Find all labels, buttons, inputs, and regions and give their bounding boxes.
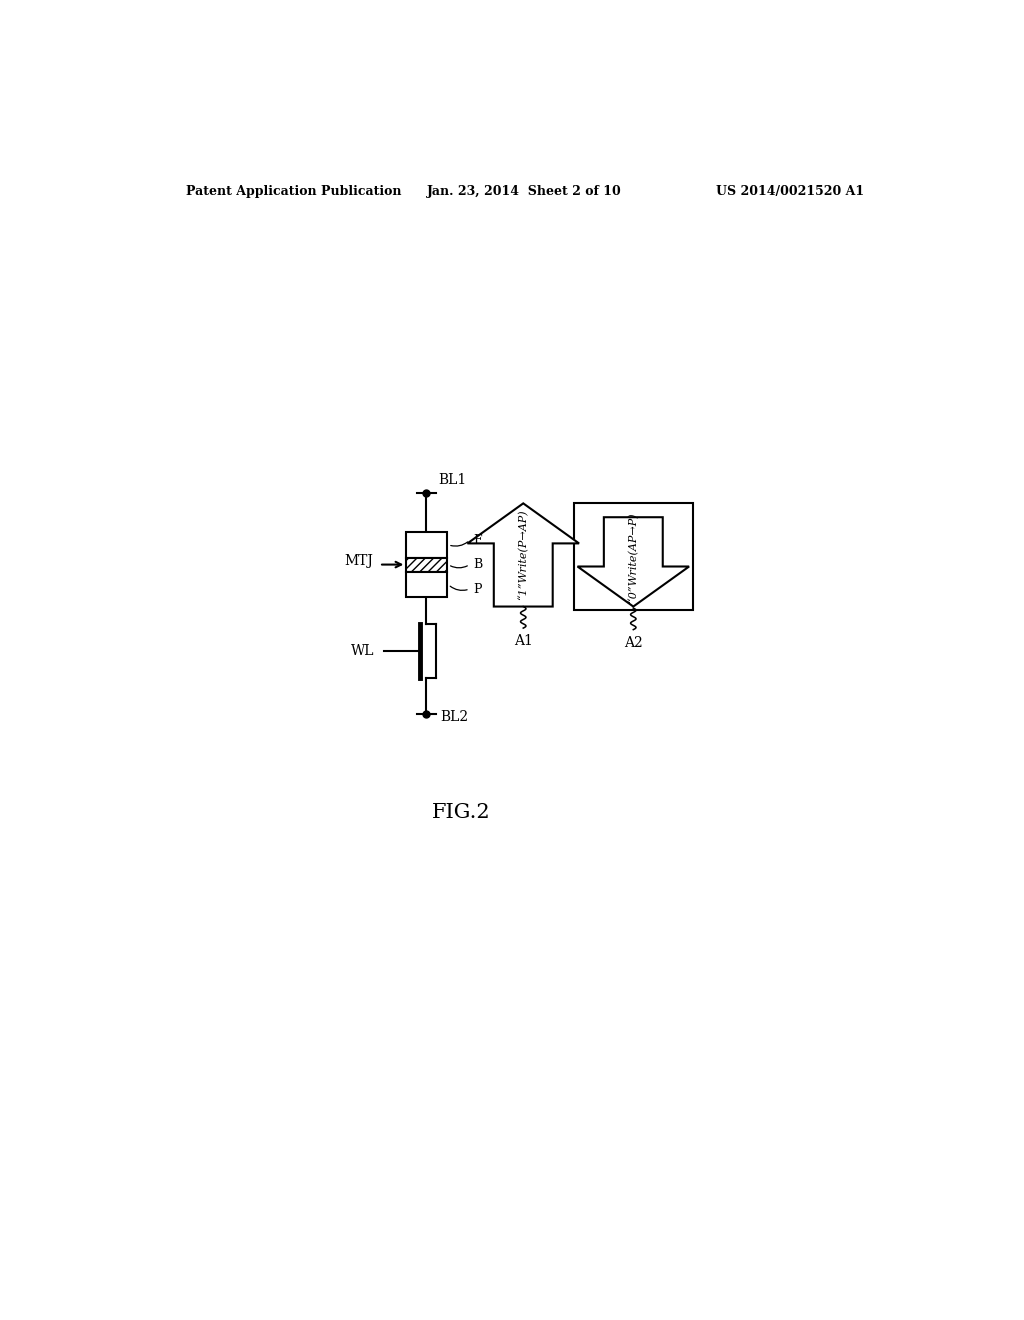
Text: MTJ: MTJ [345,554,374,569]
Polygon shape [467,503,579,607]
Bar [407,557,446,572]
Bar [573,503,693,610]
Text: Patent Application Publication: Patent Application Publication [186,185,401,198]
Text: B: B [474,558,483,572]
Text: US 2014/0021520 A1: US 2014/0021520 A1 [716,185,864,198]
Text: BL2: BL2 [440,710,468,723]
Bar [407,532,446,557]
Polygon shape [578,517,689,607]
Text: FIG.2: FIG.2 [432,804,490,822]
Text: BL1: BL1 [438,473,466,487]
Bar [407,572,446,598]
Text: “0”Write(AP→P): “0”Write(AP→P) [628,512,639,603]
Text: “1”Write(P→AP): “1”Write(P→AP) [518,510,528,601]
Text: F: F [474,533,482,546]
Text: P: P [474,582,482,595]
Text: WL: WL [351,644,375,659]
Text: Jan. 23, 2014  Sheet 2 of 10: Jan. 23, 2014 Sheet 2 of 10 [427,185,623,198]
Text: A2: A2 [624,636,643,649]
Text: A1: A1 [514,635,532,648]
